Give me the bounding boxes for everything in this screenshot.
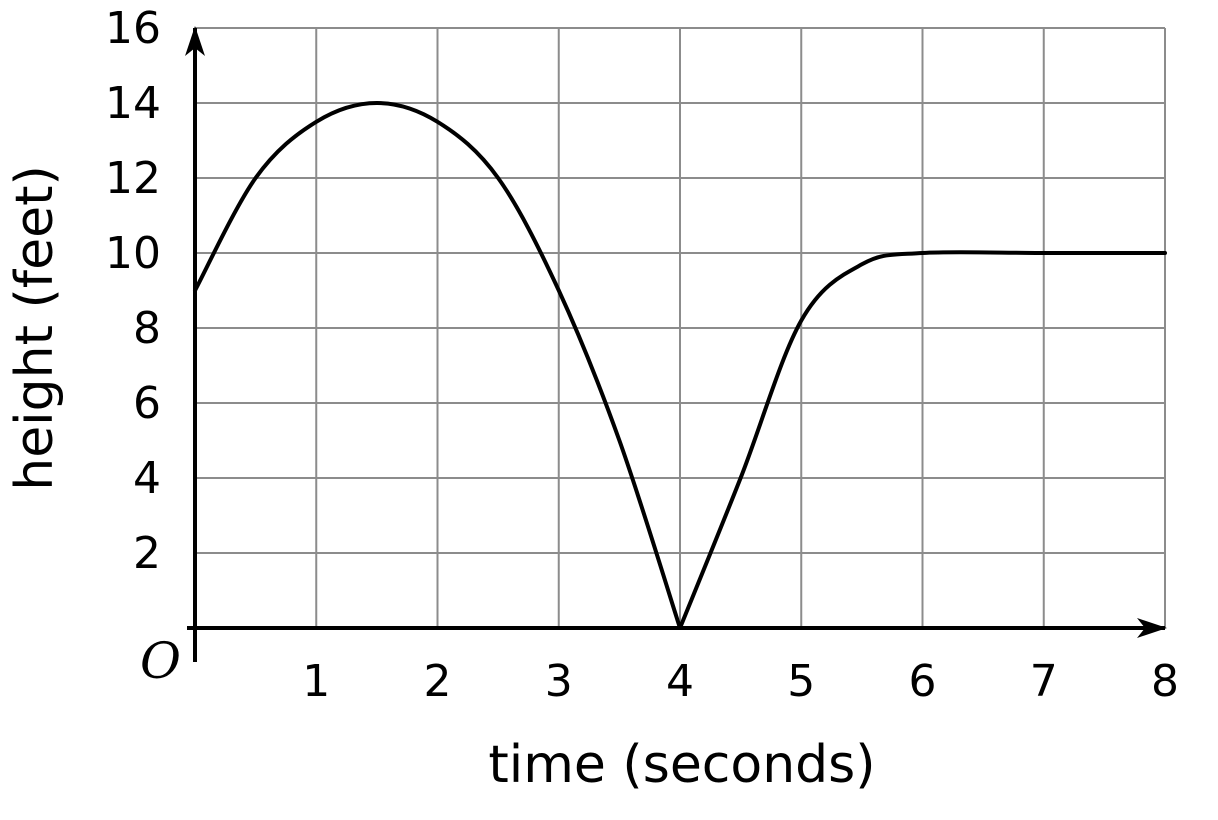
series-group (193, 101, 1167, 630)
grid (195, 27, 1166, 628)
y-tick-label: 6 (133, 378, 161, 429)
y-tick-label: 2 (133, 528, 161, 579)
x-tick-label: 2 (424, 656, 452, 707)
y-tick-label: 14 (105, 78, 161, 129)
y-tick-label: 12 (105, 153, 161, 204)
y-tick-label: 4 (133, 453, 161, 504)
x-tick-label: 1 (302, 656, 330, 707)
axes (185, 26, 1167, 662)
x-tick-label: 6 (909, 656, 937, 707)
origin-label: O (140, 632, 181, 690)
y-tick-label: 8 (133, 303, 161, 354)
y-tick-label: 16 (105, 3, 161, 54)
y-axis-title: height (feet) (5, 165, 65, 491)
x-tick-label: 8 (1151, 656, 1179, 707)
x-tick-label: 5 (787, 656, 815, 707)
x-tick-label: 7 (1030, 656, 1058, 707)
x-tick-label: 3 (545, 656, 573, 707)
x-axis-title: time (seconds) (488, 735, 875, 795)
series-line (193, 101, 1167, 630)
y-tick-label: 10 (105, 228, 161, 279)
x-tick-label: 4 (666, 656, 694, 707)
